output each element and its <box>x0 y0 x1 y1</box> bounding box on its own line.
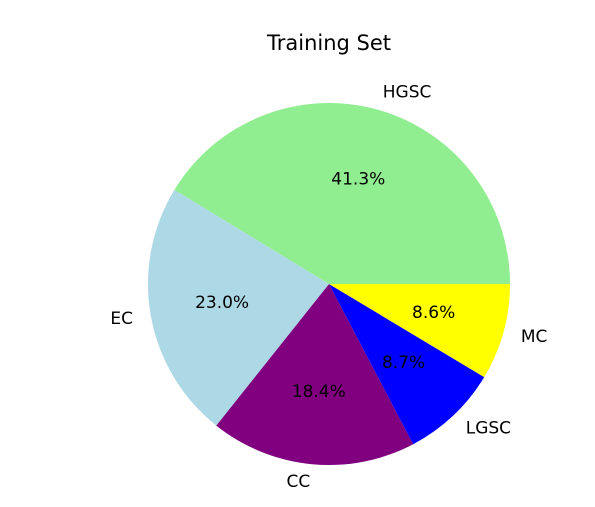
category-label-ec: EC <box>110 309 133 329</box>
pie-slice-lgsc <box>329 284 485 445</box>
pie-labels: 41.3% HGSC 23.0% EC 18.4% CC 8.7% LGSC 8.6% MC <box>110 82 547 492</box>
category-label-cc: CC <box>287 472 311 492</box>
category-label-lgsc: LGSC <box>466 419 511 439</box>
pct-label-ec: 23.0% <box>195 293 249 313</box>
chart-title: Training Set <box>266 31 391 55</box>
category-label-mc: MC <box>521 327 548 347</box>
pie-slice-mc <box>329 284 510 378</box>
pct-label-hgsc: 41.3% <box>331 169 385 189</box>
pie-slices <box>148 103 510 465</box>
pct-label-mc: 8.6% <box>412 303 455 323</box>
pie-slice-ec <box>148 189 329 426</box>
pct-label-lgsc: 8.7% <box>382 353 425 373</box>
pie-slice-hgsc <box>174 103 510 284</box>
pct-label-cc: 18.4% <box>292 382 346 402</box>
category-label-hgsc: HGSC <box>383 82 432 102</box>
pie-slice-cc <box>216 284 414 465</box>
